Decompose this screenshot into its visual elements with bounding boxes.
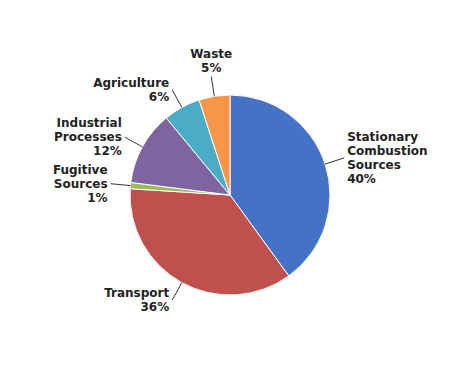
- svg-text:FugitiveSources1%: FugitiveSources1%: [53, 163, 108, 205]
- svg-text:Agriculture6%: Agriculture6%: [93, 76, 169, 104]
- svg-text:IndustrialProcesses12%: IndustrialProcesses12%: [54, 116, 122, 158]
- svg-text:Waste5%: Waste5%: [190, 47, 232, 75]
- svg-text:Transport36%: Transport36%: [104, 286, 169, 314]
- svg-text:StationaryCombustionSources40%: StationaryCombustionSources40%: [347, 130, 427, 186]
